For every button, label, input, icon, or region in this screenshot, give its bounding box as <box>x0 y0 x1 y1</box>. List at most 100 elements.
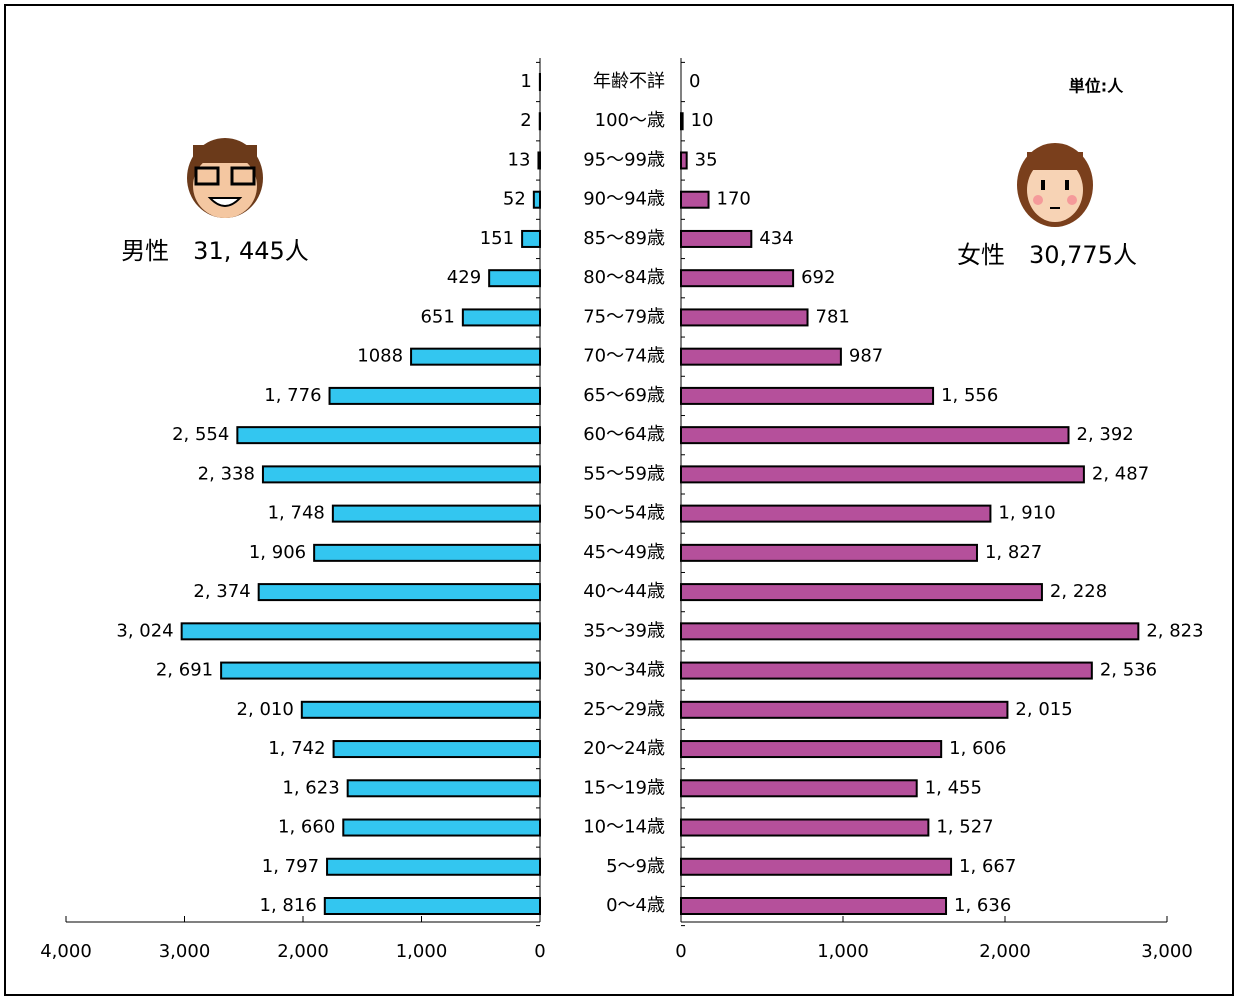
bar <box>681 270 793 286</box>
bar <box>681 584 1042 600</box>
category-label: 10～14歳 <box>583 817 665 838</box>
value-label: 2, 338 <box>198 463 255 484</box>
value-label: 1, 606 <box>949 738 1006 759</box>
category-label: 25～29歳 <box>583 699 665 720</box>
category-label: 5～9歳 <box>606 856 665 877</box>
value-label: 1, 748 <box>268 503 325 524</box>
bar <box>534 192 540 208</box>
value-label: 170 <box>717 189 751 210</box>
category-label: 85～89歳 <box>583 228 665 249</box>
bar <box>681 349 841 365</box>
bar <box>681 113 683 129</box>
value-label: 35 <box>695 149 718 170</box>
category-label: 55～59歳 <box>583 463 665 484</box>
value-label: 13 <box>508 149 531 170</box>
bar <box>681 741 941 757</box>
bar <box>411 349 540 365</box>
value-label: 2, 015 <box>1015 699 1072 720</box>
bar <box>681 152 687 168</box>
category-label: 80～84歳 <box>583 267 665 288</box>
value-label: 1 <box>520 71 531 92</box>
value-label: 0 <box>689 71 700 92</box>
value-label: 1088 <box>357 346 403 367</box>
bar <box>538 152 540 168</box>
category-label: 65～69歳 <box>583 385 665 406</box>
bar <box>681 466 1084 482</box>
bar <box>259 584 540 600</box>
bar <box>314 545 540 561</box>
bar <box>681 192 709 208</box>
x-tick-label: 4,000 <box>40 941 92 962</box>
value-label: 1, 816 <box>260 895 317 916</box>
category-label: 70～74歳 <box>583 346 665 367</box>
category-label: 年齢不詳 <box>593 71 665 92</box>
bar <box>681 820 928 836</box>
bar <box>333 506 540 522</box>
value-label: 2, 823 <box>1146 620 1203 641</box>
value-label: 2, 554 <box>172 424 229 445</box>
category-label: 35～39歳 <box>583 620 665 641</box>
value-label: 1, 660 <box>278 817 335 838</box>
category-label: 40～44歳 <box>583 581 665 602</box>
value-label: 2, 487 <box>1092 463 1149 484</box>
bar <box>681 780 917 796</box>
x-tick-label: 2,000 <box>979 941 1031 962</box>
category-label: 45～49歳 <box>583 542 665 563</box>
value-label: 1, 556 <box>941 385 998 406</box>
bar <box>681 545 977 561</box>
bar <box>681 702 1007 718</box>
bar <box>681 231 751 247</box>
bar <box>263 466 540 482</box>
value-label: 1, 906 <box>249 542 306 563</box>
value-label: 1, 623 <box>282 777 339 798</box>
value-label: 1, 527 <box>936 817 993 838</box>
x-tick-label: 0 <box>675 941 686 962</box>
bar <box>237 427 540 443</box>
category-label: 90～94歳 <box>583 189 665 210</box>
legend-female: 女性 30,775人 <box>957 241 1137 269</box>
category-label: 20～24歳 <box>583 738 665 759</box>
legend-male: 男性 31, 445人 <box>121 237 309 265</box>
bar <box>327 859 540 875</box>
bar <box>221 663 540 679</box>
value-label: 1, 776 <box>264 385 321 406</box>
bar <box>182 623 540 639</box>
value-label: 10 <box>691 110 714 131</box>
x-tick-label: 2,000 <box>277 941 329 962</box>
value-label: 987 <box>849 346 883 367</box>
value-label: 3, 024 <box>116 620 173 641</box>
x-tick-label: 3,000 <box>1141 941 1193 962</box>
value-label: 1, 667 <box>959 856 1016 877</box>
male-icon <box>187 138 263 218</box>
unit-label: 単位:人 <box>1069 77 1124 96</box>
value-label: 1, 910 <box>998 503 1055 524</box>
bar <box>330 388 540 404</box>
category-label: 75～79歳 <box>583 306 665 327</box>
value-label: 2, 691 <box>156 660 213 681</box>
bar <box>681 663 1092 679</box>
value-label: 781 <box>816 306 850 327</box>
bar <box>325 898 540 914</box>
bar <box>463 309 540 325</box>
value-label: 692 <box>801 267 835 288</box>
value-label: 151 <box>480 228 514 249</box>
value-label: 2, 392 <box>1077 424 1134 445</box>
bar <box>489 270 540 286</box>
category-label: 0～4歳 <box>606 895 665 916</box>
category-label: 30～34歳 <box>583 660 665 681</box>
value-label: 429 <box>447 267 481 288</box>
value-label: 2, 010 <box>237 699 294 720</box>
category-label: 15～19歳 <box>583 777 665 798</box>
bar <box>302 702 540 718</box>
value-label: 434 <box>759 228 793 249</box>
bar <box>681 506 990 522</box>
value-label: 2, 536 <box>1100 660 1157 681</box>
bar <box>681 898 946 914</box>
value-label: 2 <box>520 110 531 131</box>
bar <box>343 820 540 836</box>
x-tick-label: 1,000 <box>396 941 448 962</box>
bar <box>334 741 540 757</box>
value-label: 2, 374 <box>193 581 250 602</box>
x-tick-label: 1,000 <box>817 941 869 962</box>
